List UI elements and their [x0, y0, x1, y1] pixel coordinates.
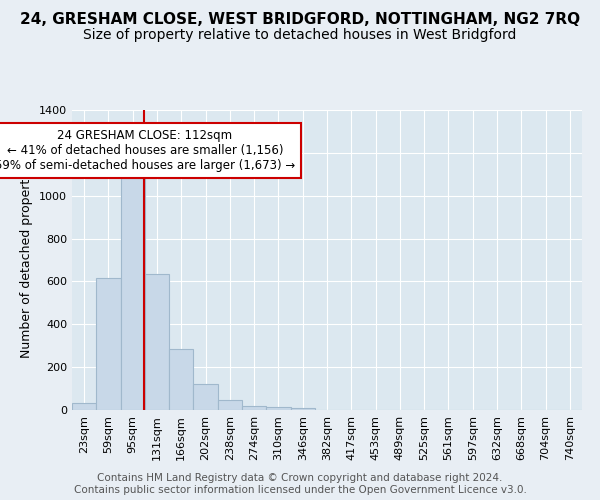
Bar [145, 274, 169, 410]
Bar [218, 400, 242, 410]
Bar [193, 384, 218, 410]
Text: Contains HM Land Registry data © Crown copyright and database right 2024.
Contai: Contains HM Land Registry data © Crown c… [74, 474, 526, 495]
Y-axis label: Number of detached properties: Number of detached properties [20, 162, 34, 358]
Bar [266, 407, 290, 410]
Text: 24, GRESHAM CLOSE, WEST BRIDGFORD, NOTTINGHAM, NG2 7RQ: 24, GRESHAM CLOSE, WEST BRIDGFORD, NOTTI… [20, 12, 580, 28]
Bar [290, 408, 315, 410]
Bar [96, 278, 121, 410]
Text: 24 GRESHAM CLOSE: 112sqm
← 41% of detached houses are smaller (1,156)
59% of sem: 24 GRESHAM CLOSE: 112sqm ← 41% of detach… [0, 130, 295, 172]
Bar [242, 406, 266, 410]
Bar [72, 402, 96, 410]
Bar [121, 178, 145, 410]
Bar [169, 349, 193, 410]
Text: Size of property relative to detached houses in West Bridgford: Size of property relative to detached ho… [83, 28, 517, 42]
